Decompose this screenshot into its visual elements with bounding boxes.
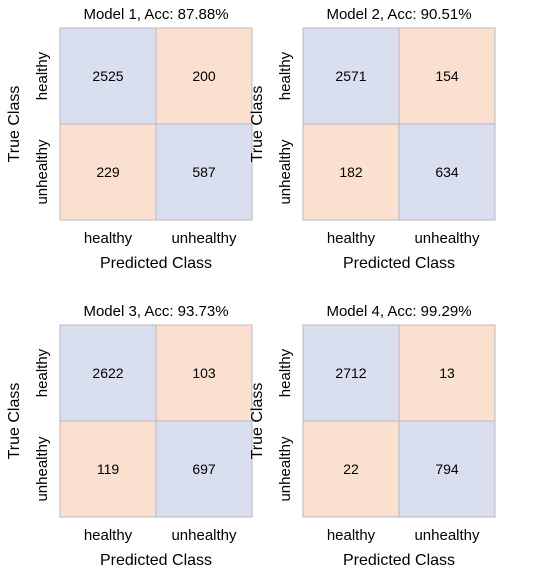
x-axis-label: Predicted Class bbox=[343, 552, 455, 569]
y-tick-label: healthy bbox=[34, 348, 51, 397]
x-tick-label: healthy bbox=[327, 230, 376, 247]
x-axis-label: Predicted Class bbox=[343, 255, 455, 272]
matrix-cell bbox=[60, 124, 156, 220]
x-tick-label: healthy bbox=[84, 527, 133, 544]
matrix-cell bbox=[156, 124, 252, 220]
matrix-cell bbox=[303, 28, 399, 124]
cell-value: 2525 bbox=[92, 68, 123, 84]
matrix-cell bbox=[399, 325, 495, 421]
cell-value: 794 bbox=[435, 461, 459, 477]
y-axis-label: True Class bbox=[249, 383, 266, 460]
matrix-cell bbox=[156, 421, 252, 517]
cell-value: 103 bbox=[192, 365, 216, 381]
y-tick-label: healthy bbox=[277, 51, 294, 100]
y-tick-label: unhealthy bbox=[34, 436, 51, 502]
x-axis-label: Predicted Class bbox=[100, 255, 212, 272]
matrix-cell bbox=[303, 325, 399, 421]
cell-value: 587 bbox=[192, 164, 216, 180]
y-axis-label: True Class bbox=[249, 86, 266, 163]
y-tick-label: unhealthy bbox=[277, 139, 294, 205]
matrix-cell bbox=[156, 28, 252, 124]
y-tick-label: healthy bbox=[34, 51, 51, 100]
chart-title: Model 1, Acc: 87.88% bbox=[83, 6, 228, 23]
cell-value: 182 bbox=[339, 164, 363, 180]
y-tick-label: unhealthy bbox=[277, 436, 294, 502]
cell-value: 2622 bbox=[92, 365, 123, 381]
matrix-cell bbox=[399, 421, 495, 517]
y-axis-label: True Class bbox=[6, 383, 23, 460]
x-axis-label: Predicted Class bbox=[100, 552, 212, 569]
y-tick-label: unhealthy bbox=[34, 139, 51, 205]
x-tick-label: healthy bbox=[84, 230, 133, 247]
cell-value: 200 bbox=[192, 68, 216, 84]
matrix-cell bbox=[303, 124, 399, 220]
chart-title: Model 4, Acc: 99.29% bbox=[326, 303, 471, 320]
matrix-cell bbox=[60, 421, 156, 517]
cell-value: 13 bbox=[439, 365, 455, 381]
matrix-cell bbox=[399, 124, 495, 220]
y-axis-label: True Class bbox=[6, 86, 23, 163]
matrix-cell bbox=[156, 325, 252, 421]
cell-value: 229 bbox=[96, 164, 120, 180]
x-tick-label: unhealthy bbox=[414, 230, 480, 247]
x-tick-label: unhealthy bbox=[171, 527, 237, 544]
y-tick-label: healthy bbox=[277, 348, 294, 397]
chart-title: Model 2, Acc: 90.51% bbox=[326, 6, 471, 23]
cell-value: 154 bbox=[435, 68, 459, 84]
chart-title: Model 3, Acc: 93.73% bbox=[83, 303, 228, 320]
matrix-cell bbox=[399, 28, 495, 124]
cell-value: 119 bbox=[97, 461, 120, 477]
x-tick-label: unhealthy bbox=[414, 527, 480, 544]
cell-value: 2571 bbox=[335, 68, 366, 84]
cell-value: 2712 bbox=[335, 365, 366, 381]
x-tick-label: healthy bbox=[327, 527, 376, 544]
cell-value: 22 bbox=[343, 461, 359, 477]
matrix-cell bbox=[303, 421, 399, 517]
cell-value: 697 bbox=[192, 461, 216, 477]
cell-value: 634 bbox=[435, 164, 459, 180]
matrix-cell bbox=[60, 325, 156, 421]
matrix-cell bbox=[60, 28, 156, 124]
x-tick-label: unhealthy bbox=[171, 230, 237, 247]
